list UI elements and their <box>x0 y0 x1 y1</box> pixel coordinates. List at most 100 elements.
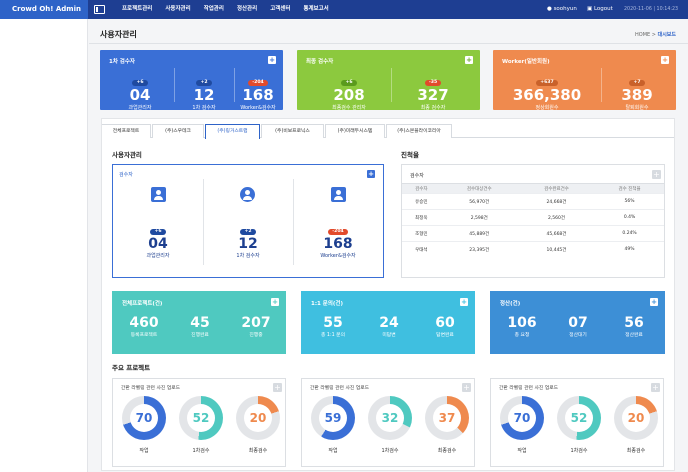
tab-company-3[interactable]: (주)비보프로닉스 <box>261 124 324 138</box>
card-first-inspector: 1차 검수자 + +6 04 과업관리자 +2 12 1차 검수자 -204 1… <box>100 50 283 111</box>
donut-label: 1차검수 <box>381 448 399 454</box>
column-header: 검수 진척율 <box>595 183 664 194</box>
section-title-progress: 진척율 <box>401 151 419 159</box>
table-row[interactable]: 유승민 56,970건 24,668건 56% <box>402 193 664 210</box>
plus-icon[interactable]: + <box>661 56 669 64</box>
table-row[interactable]: 우태석 23,395건 10,445건 49% <box>402 241 664 258</box>
stat-value: 24 <box>379 315 399 331</box>
cell-target: 2,598건 <box>440 209 518 226</box>
main-content: 사용자관리 HOME > 대시보드 1차 검수자 + +6 04 과업관리자 +… <box>89 19 688 472</box>
cell-inspector: 최정욱 <box>402 209 441 226</box>
plus-icon[interactable]: + <box>268 56 276 64</box>
tab-company-1[interactable]: (주)스우테크 <box>152 124 204 138</box>
breadcrumb: HOME > 대시보드 <box>635 31 676 38</box>
user-menu[interactable]: ● soohyun <box>547 0 577 19</box>
stat-label: 과업관리자 <box>146 253 170 259</box>
stat-label: Worker&검수자 <box>240 105 276 111</box>
stat-settled: 56 정산완료 <box>606 315 662 338</box>
column-header: 검수대상건수 <box>440 183 518 194</box>
stat-value: 55 <box>323 315 343 331</box>
divider <box>391 68 392 102</box>
stat-label: 등록프로젝트 <box>130 333 158 338</box>
stat-label: 정산완료 <box>625 333 643 338</box>
donut-value: 37 <box>433 404 461 432</box>
donut-value: 20 <box>622 404 650 432</box>
project-title: 간판 라벨링 관련 사진 업로드 <box>310 386 370 391</box>
plus-icon[interactable]: + <box>652 170 661 179</box>
card-settlement: 정산(건) + 106 총 요청 07 정산대기 56 정산완료 <box>490 291 665 354</box>
plus-icon[interactable]: + <box>651 383 660 392</box>
cell-done: 10,445건 <box>517 241 596 258</box>
card-title: Worker(일반회원) <box>502 59 550 65</box>
stat-task-manager: +6 04 과업관리자 <box>123 217 193 259</box>
card-inquiries: 1:1 문의(건) + 55 총 1:1 문의 24 미답변 60 답변완료 <box>301 291 475 354</box>
donut-label: 1차검수 <box>570 448 588 454</box>
person-badge-icon <box>331 187 346 202</box>
progress-donut: 52 <box>179 396 223 440</box>
table-row[interactable]: 최정욱 2,598건 2,560건 0.4% <box>402 209 664 226</box>
stat-label: 답변완료 <box>436 333 454 338</box>
inspector-box: 검수자 + +6 04 과업관리자 +2 12 1차 검수자 -204 168 … <box>112 164 384 278</box>
project-card[interactable]: 간판 라벨링 관련 사진 업로드 +70 작업 52 1차검수 20 최종검수 <box>112 378 286 467</box>
nav-item-users[interactable]: 사용자관리 <box>165 6 191 12</box>
stat-badge: +2 <box>240 229 256 235</box>
company-panel: 전체프로젝트 (주)스우테크 (주)링거스트랩 (주)비보프로닉스 (주)미래두… <box>101 118 675 471</box>
tab-company-4[interactable]: (주)미래두시스템 <box>325 124 385 138</box>
person-icon <box>240 187 255 202</box>
stat-value: 56 <box>624 315 644 331</box>
cell-target: 56,970건 <box>440 193 518 210</box>
nav-item-tasks[interactable]: 작업관리 <box>203 6 224 12</box>
progress-donut: 59 <box>311 396 355 440</box>
person-badge-icon <box>151 187 166 202</box>
nav-item-support[interactable]: 고객센터 <box>270 6 291 12</box>
stat-label: 정산대기 <box>569 333 587 338</box>
project-card[interactable]: 간판 라벨링 관련 사진 업로드 +70 작업 52 1차검수 20 최종검수 <box>490 378 664 467</box>
plus-icon[interactable]: + <box>460 298 468 306</box>
table-row[interactable]: 조형민 45,889건 45,668건 0.24% <box>402 225 664 242</box>
stat-label: 최종 검수자 <box>420 105 446 111</box>
stat-label: 탈퇴회원수 <box>625 105 649 111</box>
stat-badge: +6 <box>341 80 357 86</box>
plus-icon[interactable]: + <box>462 383 471 392</box>
stat-pending: 07 정산대기 <box>550 315 606 338</box>
user-name: soohyun <box>553 6 577 12</box>
plus-icon[interactable]: + <box>650 298 658 306</box>
breadcrumb-home[interactable]: HOME <box>635 32 651 38</box>
stat-label: 총 1:1 문의 <box>320 333 345 338</box>
donut-value: 70 <box>130 404 158 432</box>
nav-item-projects[interactable]: 프로젝트관리 <box>122 6 153 12</box>
stat-value: 12 <box>238 236 258 252</box>
project-card[interactable]: 간판 라벨링 관련 사진 업로드 +59 작업 32 1차검수 37 최종검수 <box>301 378 475 467</box>
card-title: 전체프로젝트(건) <box>122 301 163 307</box>
plus-icon[interactable]: + <box>465 56 473 64</box>
donut-label: 작업 <box>328 448 338 454</box>
donut-value: 32 <box>376 404 404 432</box>
cell-rate: 49% <box>595 241 664 258</box>
progress-box: 검수자 + 검수자 검수대상건수 검수완료건수 검수 진척율 유승민 56,97… <box>401 164 665 278</box>
plus-icon[interactable]: + <box>271 298 279 306</box>
project-title: 간판 라벨링 관련 사진 업로드 <box>499 386 559 391</box>
stat-value: 389 <box>621 86 653 104</box>
logout-button[interactable]: ▣ Logout <box>587 0 613 19</box>
card-all-projects: 전체프로젝트(건) + 460 등록프로젝트 45 진행완료 207 진행중 <box>112 291 286 354</box>
stat-value: 106 <box>507 315 537 331</box>
donut-label: 최종검수 <box>437 448 457 454</box>
brand-logo[interactable]: Crowd Oh! Admin <box>0 0 88 19</box>
divider <box>174 68 175 102</box>
tab-all-projects[interactable]: 전체프로젝트 <box>102 124 151 138</box>
plus-icon[interactable]: + <box>367 170 375 178</box>
nav-item-settlement[interactable]: 정산관리 <box>236 6 258 12</box>
stat-value: 460 <box>129 315 159 331</box>
stat-value: 04 <box>148 236 168 252</box>
stat-final-inspector: -35 327 최종 검수자 <box>395 68 471 111</box>
menu-toggle-icon[interactable] <box>94 5 105 14</box>
card-title: 1:1 문의(건) <box>311 301 343 307</box>
nav-item-reports[interactable]: 통계보고서 <box>303 6 329 12</box>
plus-icon[interactable]: + <box>273 383 282 392</box>
cell-inspector: 우태석 <box>402 241 441 258</box>
tab-company-5[interactable]: (주)스몬플라이코리아 <box>386 124 452 138</box>
page-title: 사용자관리 <box>100 30 137 39</box>
current-datetime: 2020-11-06 | 10:14:23 <box>624 7 679 12</box>
tab-company-2[interactable]: (주)링거스트랩 <box>205 124 260 139</box>
stat-badge: +6 <box>150 229 166 235</box>
